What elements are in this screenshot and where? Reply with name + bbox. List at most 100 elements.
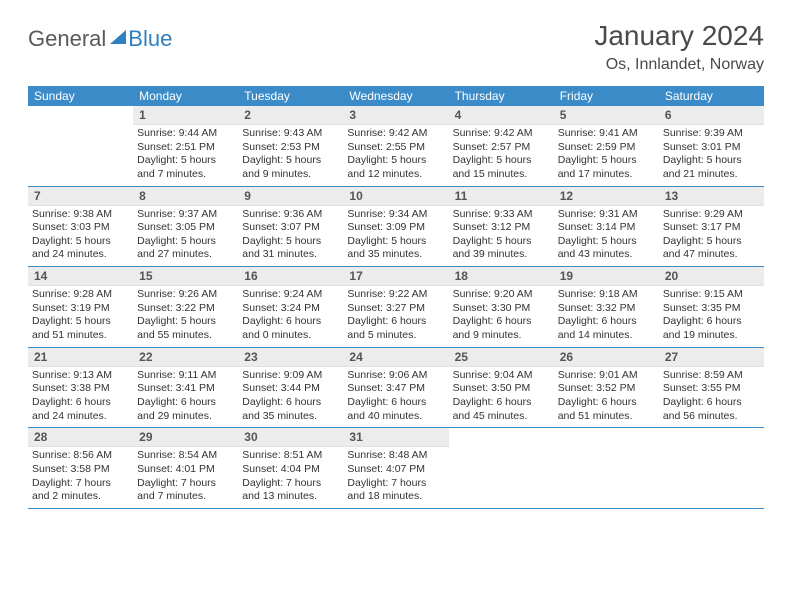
day-number: 7 (28, 187, 133, 206)
day-number: 25 (449, 348, 554, 367)
sunrise-line: Sunrise: 9:01 AM (558, 369, 655, 383)
day-cell: 7Sunrise: 9:38 AMSunset: 3:03 PMDaylight… (28, 187, 133, 267)
sunrise-line: Sunrise: 9:33 AM (453, 208, 550, 222)
sunset-line: Sunset: 3:35 PM (663, 302, 760, 316)
daylight-line: Daylight: 5 hours and 7 minutes. (137, 154, 234, 181)
sunrise-line: Sunrise: 9:24 AM (242, 288, 339, 302)
title-block: January 2024 Os, Innlandet, Norway (594, 20, 764, 74)
sunrise-line: Sunrise: 9:38 AM (32, 208, 129, 222)
day-cell: 4Sunrise: 9:42 AMSunset: 2:57 PMDaylight… (449, 106, 554, 186)
day-number: 9 (238, 187, 343, 206)
sunrise-line: Sunrise: 9:31 AM (558, 208, 655, 222)
day-body: Sunrise: 8:54 AMSunset: 4:01 PMDaylight:… (133, 447, 238, 508)
sunset-line: Sunset: 2:53 PM (242, 141, 339, 155)
daylight-line: Daylight: 7 hours and 18 minutes. (347, 477, 444, 504)
sunset-line: Sunset: 4:01 PM (137, 463, 234, 477)
daylight-line: Daylight: 5 hours and 9 minutes. (242, 154, 339, 181)
day-cell: 9Sunrise: 9:36 AMSunset: 3:07 PMDaylight… (238, 187, 343, 267)
calendar-body: .. 1Sunrise: 9:44 AMSunset: 2:51 PMDaylig… (28, 106, 764, 509)
day-cell: 24Sunrise: 9:06 AMSunset: 3:47 PMDayligh… (343, 348, 448, 428)
brand-part2: Blue (128, 26, 172, 52)
daylight-line: Daylight: 6 hours and 5 minutes. (347, 315, 444, 342)
day-number: 31 (343, 428, 448, 447)
day-body: Sunrise: 9:01 AMSunset: 3:52 PMDaylight:… (554, 367, 659, 428)
day-cell: 26Sunrise: 9:01 AMSunset: 3:52 PMDayligh… (554, 348, 659, 428)
day-body: Sunrise: 9:06 AMSunset: 3:47 PMDaylight:… (343, 367, 448, 428)
sunset-line: Sunset: 4:04 PM (242, 463, 339, 477)
daylight-line: Daylight: 6 hours and 24 minutes. (32, 396, 129, 423)
sunrise-line: Sunrise: 8:51 AM (242, 449, 339, 463)
day-cell: 18Sunrise: 9:20 AMSunset: 3:30 PMDayligh… (449, 267, 554, 347)
sunset-line: Sunset: 4:07 PM (347, 463, 444, 477)
day-body: Sunrise: 9:37 AMSunset: 3:05 PMDaylight:… (133, 206, 238, 267)
daylight-line: Daylight: 6 hours and 0 minutes. (242, 315, 339, 342)
day-body: Sunrise: 9:18 AMSunset: 3:32 PMDaylight:… (554, 286, 659, 347)
day-cell: 17Sunrise: 9:22 AMSunset: 3:27 PMDayligh… (343, 267, 448, 347)
day-cell: 16Sunrise: 9:24 AMSunset: 3:24 PMDayligh… (238, 267, 343, 347)
day-body: Sunrise: 9:26 AMSunset: 3:22 PMDaylight:… (133, 286, 238, 347)
day-body: Sunrise: 8:59 AMSunset: 3:55 PMDaylight:… (659, 367, 764, 428)
day-cell: 5Sunrise: 9:41 AMSunset: 2:59 PMDaylight… (554, 106, 659, 186)
day-cell: 8Sunrise: 9:37 AMSunset: 3:05 PMDaylight… (133, 187, 238, 267)
daylight-line: Daylight: 6 hours and 56 minutes. (663, 396, 760, 423)
sunrise-line: Sunrise: 9:11 AM (137, 369, 234, 383)
day-body: Sunrise: 9:28 AMSunset: 3:19 PMDaylight:… (28, 286, 133, 347)
daylight-line: Daylight: 5 hours and 31 minutes. (242, 235, 339, 262)
day-body: Sunrise: 9:31 AMSunset: 3:14 PMDaylight:… (554, 206, 659, 267)
dow-sat: Saturday (659, 86, 764, 106)
daylight-line: Daylight: 5 hours and 27 minutes. (137, 235, 234, 262)
day-body: Sunrise: 9:33 AMSunset: 3:12 PMDaylight:… (449, 206, 554, 267)
dow-mon: Monday (133, 86, 238, 106)
day-cell: 23Sunrise: 9:09 AMSunset: 3:44 PMDayligh… (238, 348, 343, 428)
day-body: Sunrise: 9:20 AMSunset: 3:30 PMDaylight:… (449, 286, 554, 347)
daylight-line: Daylight: 5 hours and 47 minutes. (663, 235, 760, 262)
sunrise-line: Sunrise: 9:42 AM (453, 127, 550, 141)
sunrise-line: Sunrise: 9:20 AM (453, 288, 550, 302)
sunset-line: Sunset: 3:09 PM (347, 221, 444, 235)
day-cell: 13Sunrise: 9:29 AMSunset: 3:17 PMDayligh… (659, 187, 764, 267)
day-body: Sunrise: 9:24 AMSunset: 3:24 PMDaylight:… (238, 286, 343, 347)
sunset-line: Sunset: 3:24 PM (242, 302, 339, 316)
day-number: 18 (449, 267, 554, 286)
sail-icon (110, 30, 126, 44)
daylight-line: Daylight: 6 hours and 35 minutes. (242, 396, 339, 423)
daylight-line: Daylight: 5 hours and 39 minutes. (453, 235, 550, 262)
daylight-line: Daylight: 5 hours and 21 minutes. (663, 154, 760, 181)
day-number: 22 (133, 348, 238, 367)
day-body: Sunrise: 9:13 AMSunset: 3:38 PMDaylight:… (28, 367, 133, 428)
sunrise-line: Sunrise: 8:56 AM (32, 449, 129, 463)
sunrise-line: Sunrise: 8:54 AM (137, 449, 234, 463)
sunrise-line: Sunrise: 9:34 AM (347, 208, 444, 222)
sunset-line: Sunset: 3:47 PM (347, 382, 444, 396)
day-number: 12 (554, 187, 659, 206)
day-cell: 1Sunrise: 9:44 AMSunset: 2:51 PMDaylight… (133, 106, 238, 186)
sunset-line: Sunset: 3:32 PM (558, 302, 655, 316)
sunrise-line: Sunrise: 8:59 AM (663, 369, 760, 383)
dow-wed: Wednesday (343, 86, 448, 106)
daylight-line: Daylight: 5 hours and 15 minutes. (453, 154, 550, 181)
day-cell: 27Sunrise: 8:59 AMSunset: 3:55 PMDayligh… (659, 348, 764, 428)
sunset-line: Sunset: 2:59 PM (558, 141, 655, 155)
day-cell: 11Sunrise: 9:33 AMSunset: 3:12 PMDayligh… (449, 187, 554, 267)
day-number: 17 (343, 267, 448, 286)
day-number: 26 (554, 348, 659, 367)
day-body: Sunrise: 9:36 AMSunset: 3:07 PMDaylight:… (238, 206, 343, 267)
sunrise-line: Sunrise: 9:44 AM (137, 127, 234, 141)
day-cell: .. (659, 428, 764, 508)
dow-tue: Tuesday (238, 86, 343, 106)
sunrise-line: Sunrise: 9:26 AM (137, 288, 234, 302)
daylight-line: Daylight: 5 hours and 24 minutes. (32, 235, 129, 262)
sunset-line: Sunset: 3:12 PM (453, 221, 550, 235)
sunrise-line: Sunrise: 8:48 AM (347, 449, 444, 463)
day-cell: 15Sunrise: 9:26 AMSunset: 3:22 PMDayligh… (133, 267, 238, 347)
day-number: 10 (343, 187, 448, 206)
sunrise-line: Sunrise: 9:04 AM (453, 369, 550, 383)
sunset-line: Sunset: 3:41 PM (137, 382, 234, 396)
sunset-line: Sunset: 3:22 PM (137, 302, 234, 316)
brand-part1: General (28, 26, 106, 52)
day-body: Sunrise: 8:56 AMSunset: 3:58 PMDaylight:… (28, 447, 133, 508)
day-body: Sunrise: 8:48 AMSunset: 4:07 PMDaylight:… (343, 447, 448, 508)
dow-thu: Thursday (449, 86, 554, 106)
sunset-line: Sunset: 3:52 PM (558, 382, 655, 396)
sunrise-line: Sunrise: 9:15 AM (663, 288, 760, 302)
